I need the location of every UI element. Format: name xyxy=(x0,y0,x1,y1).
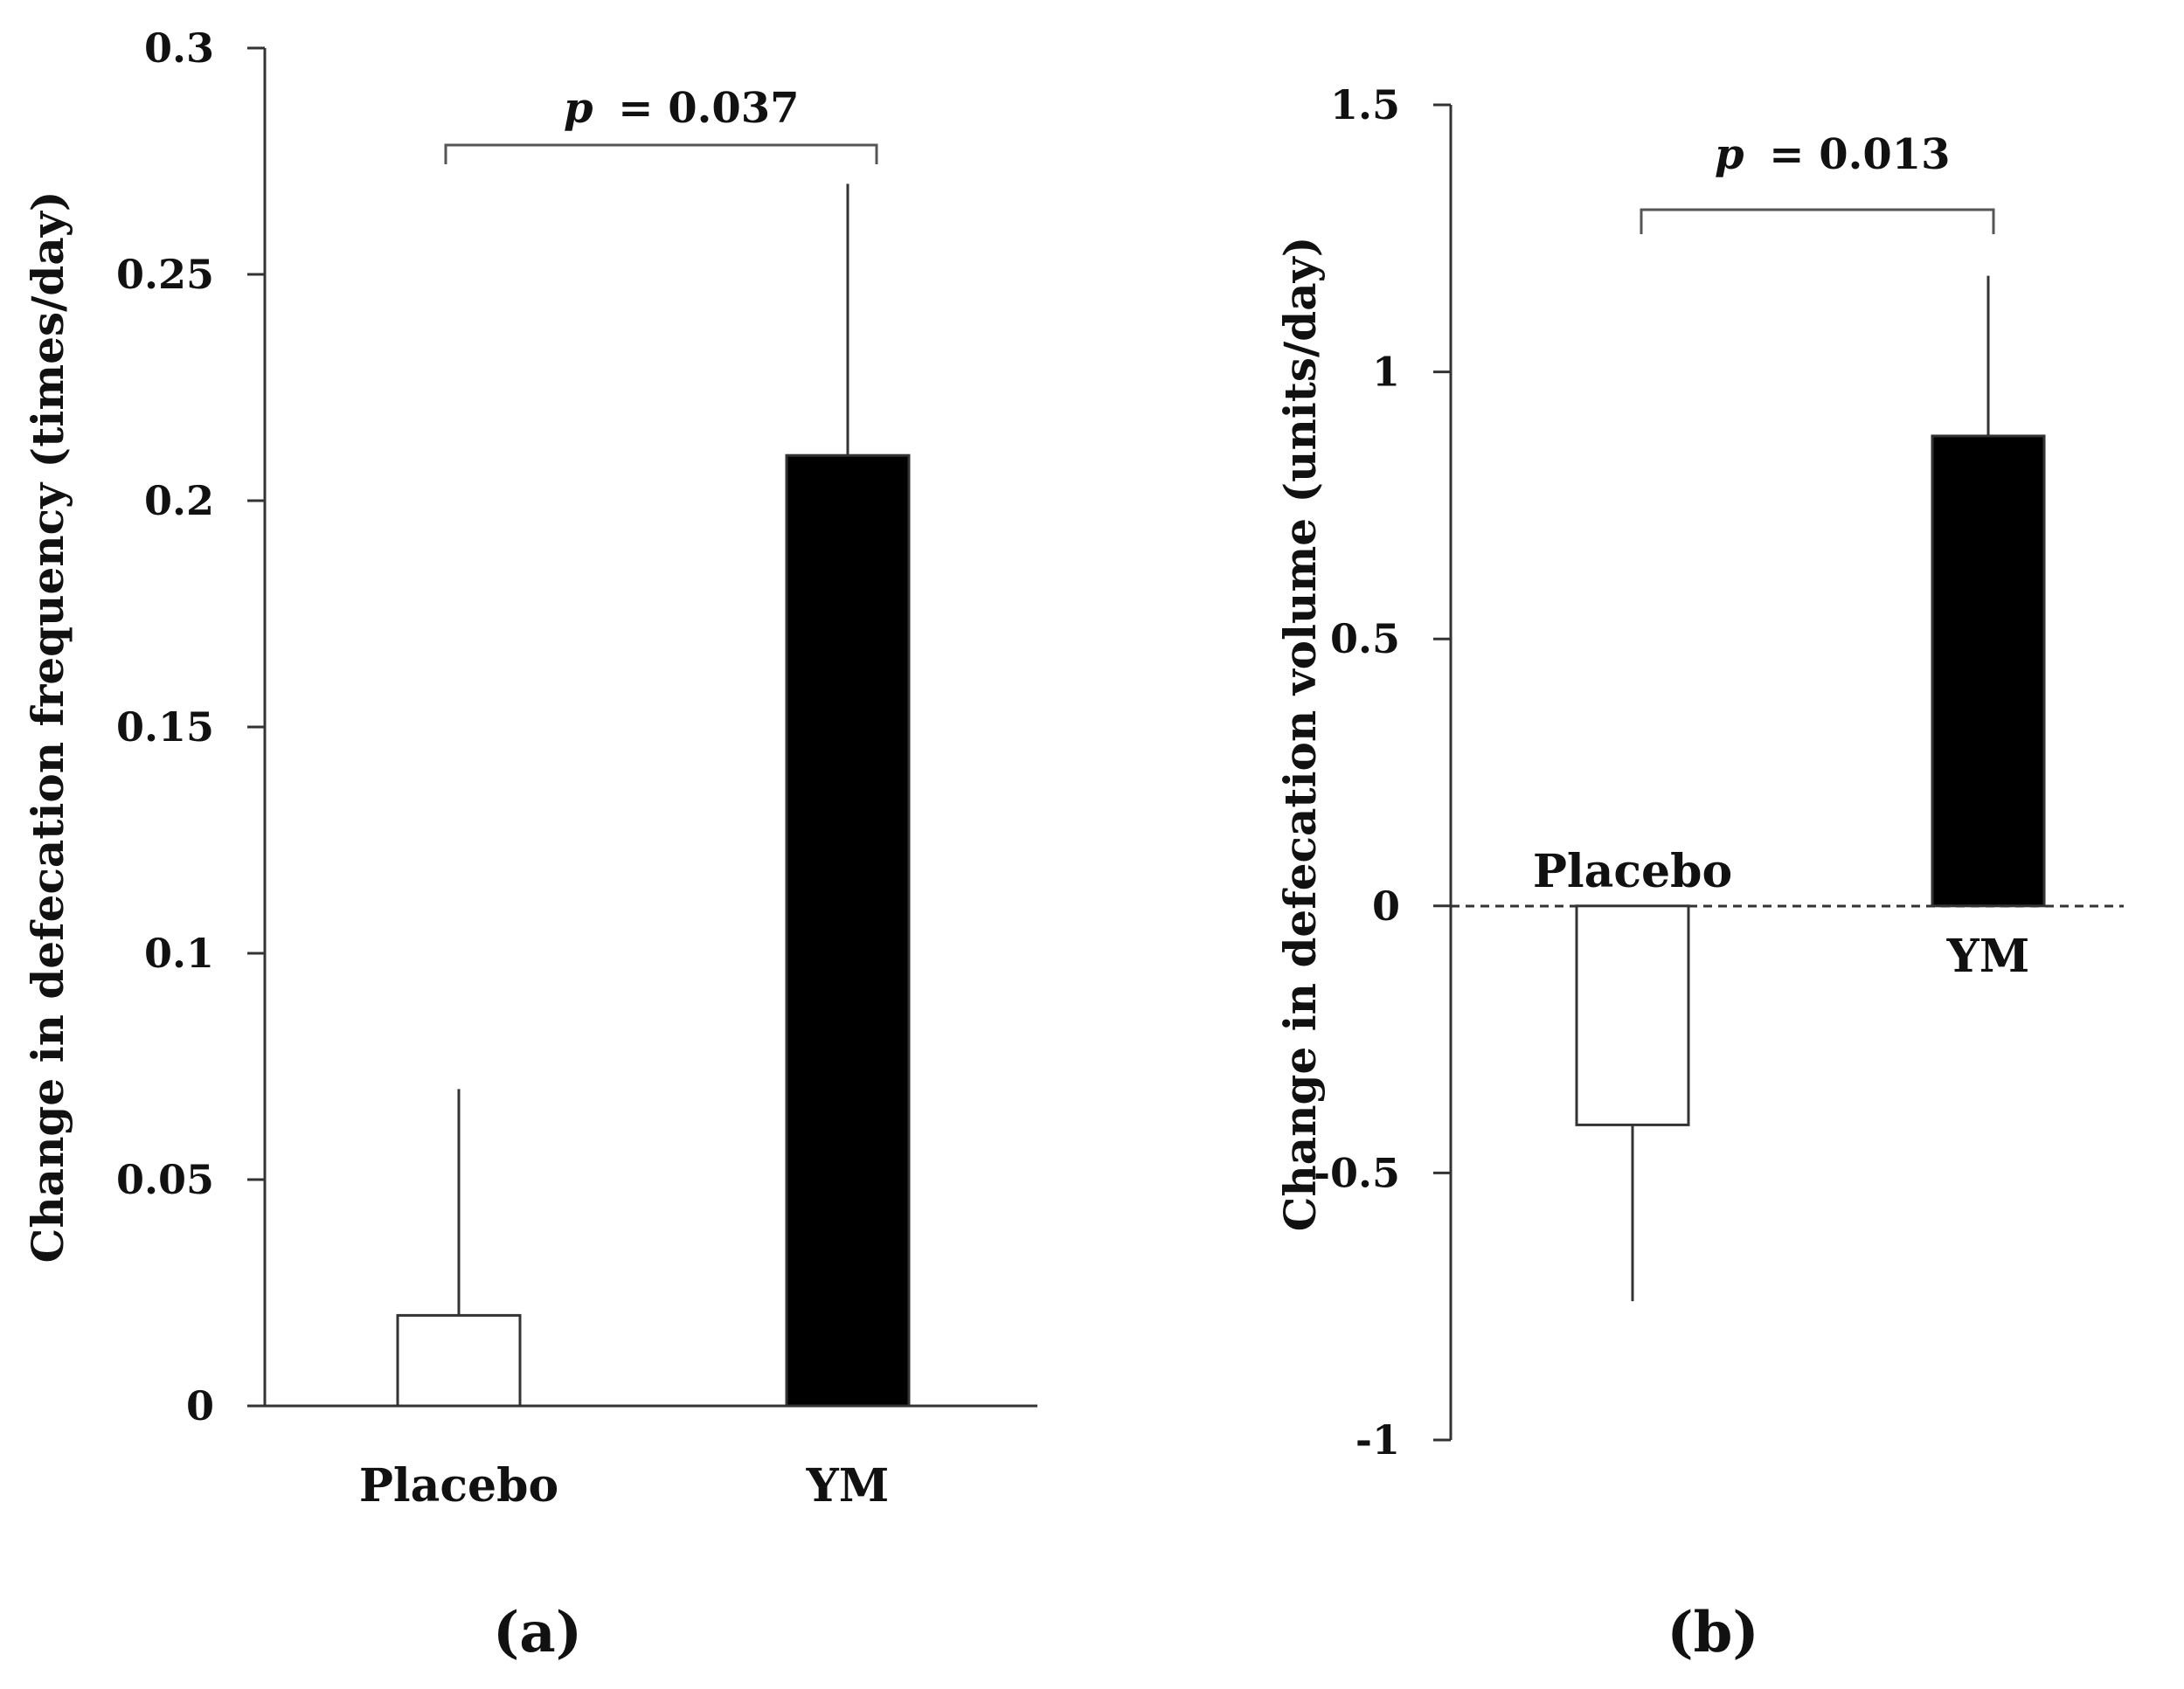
chart-b-p-symbol: p xyxy=(1715,130,1744,179)
chart-a-significance-bracket xyxy=(444,143,878,164)
chart-a-y-tick-label-3: 0.15 xyxy=(116,703,214,751)
chart-a-y-tick-label-0: 0 xyxy=(186,1382,214,1429)
chart-b-bar-1 xyxy=(1931,434,2046,908)
chart-b-bars xyxy=(1575,434,2046,1126)
chart-b-error-bars xyxy=(1631,275,1990,1302)
chart-b-y-axis-label: Change in defecation volume (units/day) xyxy=(1274,237,1326,1232)
chart-b-significance-bracket xyxy=(1640,208,1995,234)
chart-b-p-value: = 0.013 xyxy=(1769,130,1950,179)
chart-b-y-tick-label-5: 1.5 xyxy=(1330,81,1400,128)
chart-b-significance-text: p = 0.013 xyxy=(1715,130,1951,179)
chart-a-y-tick-label-6: 0.3 xyxy=(144,24,214,72)
chart-b-y-tick-label-0: -1 xyxy=(1355,1416,1400,1464)
chart-a-category-label-0: Placebo xyxy=(359,1459,558,1512)
chart-a-p-symbol: p xyxy=(564,84,593,133)
chart-a-bar-1 xyxy=(785,453,911,1408)
chart-b-panel-label: (b) xyxy=(1667,1600,1758,1665)
chart-a-y-axis-label: Change in defecation frequency (times/da… xyxy=(22,191,73,1263)
chart-a-y-tick-label-5: 0.25 xyxy=(116,251,214,298)
chart-a-p-value: = 0.037 xyxy=(618,84,799,133)
chart-b-category-label-1: YM xyxy=(1946,930,2030,983)
chart-a-y-ticks: 0 0.05 0.1 0.15 0.2 0.25 0.3 xyxy=(116,24,265,1429)
chart-a-category-label-1: YM xyxy=(806,1459,890,1512)
chart-a-y-tick-label-1: 0.05 xyxy=(116,1156,214,1203)
chart-b-y-ticks: -1 -0.5 0 0.5 1 1.5 xyxy=(1314,81,1451,1464)
chart-a-y-tick-label-4: 0.2 xyxy=(144,477,214,524)
chart-b-y-tick-label-1: -0.5 xyxy=(1314,1149,1400,1196)
chart-a-error-bars xyxy=(457,183,849,1316)
chart-a: 0 0.05 0.1 0.15 0.2 0.25 0.3 Change in defecat… xyxy=(22,24,1037,1665)
chart-a-panel-label: (a) xyxy=(493,1600,582,1665)
chart-b-bar-0 xyxy=(1575,904,1690,1126)
chart-b-y-tick-label-4: 1 xyxy=(1372,349,1400,396)
chart-a-y-tick-label-2: 0.1 xyxy=(144,930,214,977)
chart-b-y-tick-label-2: 0 xyxy=(1372,883,1400,930)
chart-b-y-tick-label-3: 0.5 xyxy=(1330,615,1400,662)
chart-a-significance-text: p = 0.037 xyxy=(564,84,800,133)
chart-b-category-label-0: Placebo xyxy=(1533,845,1732,898)
chart-a-bar-0 xyxy=(396,1313,522,1408)
chart-a-bars xyxy=(396,453,911,1408)
chart-b: -1 -0.5 0 0.5 1 1.5 Change in defecation volu… xyxy=(1274,81,2124,1665)
